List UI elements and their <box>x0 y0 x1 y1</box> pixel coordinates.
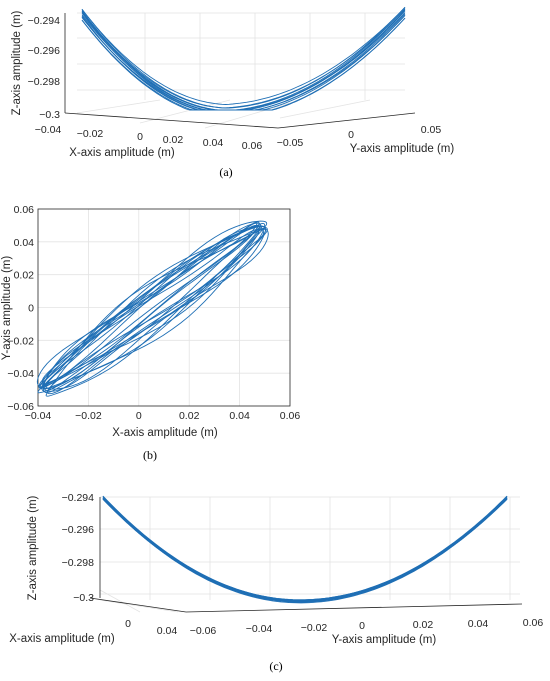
panel-a-zlabel: Z-axis amplitude (m) <box>11 10 23 115</box>
panel-a-cycle-line <box>81 8 406 109</box>
panel-a-ztick: −0.298 <box>28 76 61 88</box>
panel-a-ylabel: Y-axis amplitude (m) <box>350 143 455 155</box>
panel-b-ytick: −0.02 <box>7 335 34 347</box>
panel-b-yticks: 0.06 0.04 0.02 0 −0.02 −0.04 −0.06 <box>7 204 34 413</box>
panel-c-ztick: −0.3 <box>73 592 94 604</box>
panel-b-ylabel: Y-axis amplitude (m) <box>1 256 13 361</box>
panel-a-cycle-line <box>81 12 406 111</box>
panel-c-ytick: 0 <box>359 620 365 632</box>
panel-b-xticks: −0.04 −0.02 0 0.02 0.04 0.06 <box>25 410 301 422</box>
panel-b-cycle-line <box>38 222 258 388</box>
panel-b-cycle-line <box>41 226 261 385</box>
panel-c-grid <box>99 496 520 613</box>
panel-c-caption: (c) <box>269 659 282 673</box>
panel-c-ytick: −0.06 <box>190 625 217 637</box>
panel-a-cycle-line <box>81 7 406 105</box>
panel-a-series <box>81 6 406 111</box>
panel-c-ytick: 0.04 <box>468 618 489 630</box>
panel-a-ztick: −0.3 <box>39 109 60 121</box>
panel-a-xtick: 0.04 <box>203 137 224 149</box>
panel-a-xtick: 0 <box>137 131 143 143</box>
panel-b-cycle-line <box>45 228 264 397</box>
panel-a-ztick: −0.296 <box>28 45 61 57</box>
panel-a-ztick: −0.294 <box>28 15 61 27</box>
panel-b-ytick: −0.06 <box>7 401 34 413</box>
panel-b-xtick: 0.06 <box>280 410 301 422</box>
panel-a-ytick: −0.05 <box>277 137 304 149</box>
panel-b-xlabel: X-axis amplitude (m) <box>112 427 218 439</box>
panel-a-xtick: 0.06 <box>242 140 263 152</box>
panel-a-xlabel: X-axis amplitude (m) <box>69 147 175 159</box>
panel-b-caption: (b) <box>143 448 157 462</box>
panel-c-ztick: −0.294 <box>62 492 95 504</box>
panel-c-ytick: −0.02 <box>301 622 328 634</box>
panel-b-cycle-line <box>38 223 266 389</box>
panel-a-ytick: 0.05 <box>421 124 442 136</box>
panel-b-xtick: −0.02 <box>75 410 102 422</box>
panel-b-xtick: −0.04 <box>25 410 52 422</box>
panel-a-xtick: −0.02 <box>77 128 104 140</box>
panel-b-ytick: 0.02 <box>14 270 35 282</box>
panel-a-xtick: −0.04 <box>35 124 62 136</box>
panel-b-ytick: 0 <box>28 303 34 315</box>
panel-a: −0.294 −0.296 −0.298 −0.3 −0.04 −0.02 0 … <box>11 6 455 179</box>
panel-c: −0.294 −0.296 −0.298 −0.3 0 0.04 −0.06 −… <box>9 492 543 673</box>
panel-c-cycle-line <box>102 496 508 602</box>
panel-a-grid <box>76 12 405 129</box>
panel-c-ylabel: Y-axis amplitude (m) <box>332 634 437 646</box>
panel-c-cycle-line <box>102 498 508 604</box>
panel-b-ytick: 0.04 <box>14 237 35 249</box>
panel-c-axes <box>89 497 523 613</box>
panel-b-xtick: 0.04 <box>229 410 250 422</box>
panel-a-xtick: 0.02 <box>163 134 184 146</box>
panel-c-xlabel: X-axis amplitude (m) <box>9 633 115 645</box>
panel-b: −0.04 −0.02 0 0.02 0.04 0.06 0.06 0.04 0… <box>1 204 300 462</box>
panel-b-ytick: −0.04 <box>7 368 34 380</box>
panel-a-axes <box>64 13 416 129</box>
panel-b-xtick: 0.02 <box>179 410 200 422</box>
panel-b-ytick: 0.06 <box>14 204 35 216</box>
panel-b-xtick: 0 <box>136 410 142 422</box>
panel-c-ztick: −0.298 <box>62 557 95 569</box>
panel-b-axes-box <box>37 208 291 407</box>
panel-b-grid <box>38 209 290 406</box>
panel-c-ztick: −0.296 <box>62 524 95 536</box>
panel-c-series <box>102 495 508 604</box>
panel-c-xtick: 0.04 <box>157 625 178 637</box>
panel-c-zlabel: Z-axis amplitude (m) <box>27 495 39 600</box>
panel-b-cycle-line <box>36 220 268 387</box>
panel-a-cycle-line <box>81 17 406 111</box>
panel-c-ytick: −0.04 <box>246 623 273 635</box>
panel-a-caption: (a) <box>219 165 232 179</box>
panel-a-cycle-line <box>81 8 406 111</box>
panel-c-xtick: 0 <box>125 618 131 630</box>
panel-c-cycle-line <box>102 495 508 601</box>
panel-b-cycle-line <box>43 227 266 392</box>
panel-a-ytick: 0 <box>348 129 354 141</box>
panel-b-cycle-line <box>45 228 269 390</box>
panel-c-ytick: 0.06 <box>523 617 544 629</box>
panel-c-ytick: 0.02 <box>413 619 434 631</box>
panel-b-series <box>36 220 269 397</box>
